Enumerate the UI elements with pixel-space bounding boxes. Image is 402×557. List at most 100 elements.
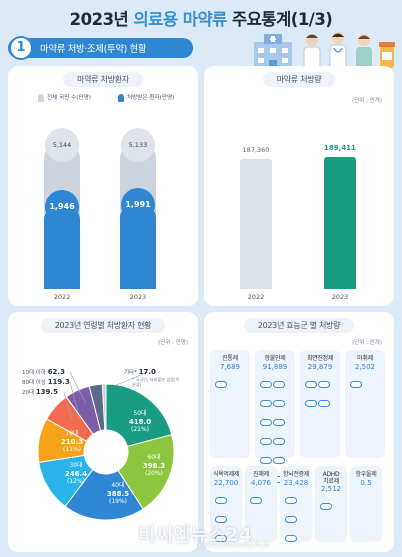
efficacy-card-value: 29,879 <box>307 363 333 371</box>
bar-volume-2022 <box>240 159 272 289</box>
pill-icon <box>260 400 272 407</box>
pill-icon-group <box>215 374 247 393</box>
x-label-2022: 2022 <box>247 293 265 301</box>
value-label-2022: 187,360 <box>242 146 270 154</box>
bubble-patients-2023: 1,991 <box>121 188 155 222</box>
pill-icon <box>260 381 272 388</box>
label-10s: 10대 이하 62.3 <box>22 368 65 376</box>
slice-label-40s: 40대 388.5 (19%) <box>106 482 130 505</box>
pill-icon <box>215 535 227 542</box>
pill-icon <box>273 457 285 464</box>
x-label-2023: 2023 <box>129 293 147 301</box>
pie-center-hole <box>84 430 128 474</box>
age-panel: 2023년 연령별 처방환자 현황 (단위 : 만명) 10대 이하 62.3 … <box>8 312 198 552</box>
efficacy-unit: (단위 : 만개) <box>352 340 382 346</box>
label-other: 기타* 17.0 <box>124 368 156 376</box>
title-prefix: 2023년 <box>69 10 134 29</box>
efficacy-panel: 2023년 효능군 별 처방량 (단위 : 만개) 진통제 7,689 항불안제 91… <box>204 312 394 552</box>
efficacy-card-name: 마취제 <box>357 355 373 362</box>
slice-label-60s: 60대 398.3 (20%) <box>142 454 166 477</box>
pill-icon <box>260 457 272 464</box>
pill-icon <box>273 400 285 407</box>
pill-icon <box>273 419 285 426</box>
doctor-icon <box>329 32 347 71</box>
x-label-2022: 2022 <box>53 293 71 301</box>
section-number-badge: 1 <box>9 36 33 60</box>
person-icon-gray <box>38 93 44 102</box>
efficacy-card-value: 0.5 <box>360 479 372 487</box>
volume-panel: 마약류 처방량 (단위 : 만개) 187,360 2022 189,411 2… <box>204 66 394 306</box>
label-80plus: 80대 이상 119.3 <box>22 378 70 386</box>
nurse-icon <box>356 34 372 70</box>
pill-icon-group <box>285 490 309 547</box>
bubble-total-2023: 5,133 <box>121 128 155 162</box>
bar-volume-2023 <box>324 157 356 289</box>
efficacy-card-value: 4,076 <box>250 479 272 487</box>
section-title: 마약류 처방·조제(투약) 현황 <box>40 44 147 55</box>
efficacy-card-value: 7,689 <box>219 363 241 371</box>
efficacy-card: 마취제 2,502 <box>345 350 385 458</box>
pill-icon <box>350 381 362 388</box>
leader-line-1 <box>69 381 79 413</box>
efficacy-card-name: 진해제 <box>253 471 269 478</box>
age-unit: (단위 : 만명) <box>158 340 188 346</box>
value-label-2023: 189,411 <box>324 144 356 152</box>
pill-icon <box>318 400 330 407</box>
medical-staff-illustration <box>254 32 395 71</box>
patients-panel: 마약류 처방환자 전체 국민 수(만명) 처방받은 환자(만명) 5,144 1… <box>8 66 198 306</box>
pill-icon <box>320 503 332 510</box>
efficacy-card: 항불안제 91,889 <box>255 350 295 483</box>
x-label-2023: 2023 <box>331 293 349 301</box>
pill-icon-group <box>250 490 274 509</box>
volume-panel-title: 마약류 처방량 <box>204 72 394 87</box>
pill-icon <box>215 516 227 523</box>
pill-icon-group <box>305 374 337 412</box>
pill-icon <box>260 419 272 426</box>
pharmacist-icon <box>303 34 321 71</box>
efficacy-panel-title: 2023년 효능군 별 처방량 <box>204 318 394 333</box>
legend-item-total: 전체 국민 수(만명) <box>38 93 91 102</box>
age-panel-title: 2023년 연령별 처방환자 현황 <box>8 318 198 333</box>
bubble-total-2022: 5,144 <box>45 128 79 162</box>
age-pie-chart <box>37 371 175 521</box>
efficacy-card-name: ADHD 치료제 <box>322 471 340 485</box>
leader-line-0 <box>69 371 87 405</box>
efficacy-card-value: 23,428 <box>283 479 309 487</box>
patients-panel-title: 마약류 처방환자 <box>8 72 198 87</box>
person-icon-blue <box>118 93 124 102</box>
other-footnote: * 국국인, 대외불분 없음(미분류) <box>132 377 180 387</box>
slice-label-70s: 70대 210.3 (11%) <box>60 430 84 453</box>
efficacy-card: 진해제 4,076 <box>245 466 277 542</box>
watermark-url: www.bcnews24.kr <box>198 540 271 549</box>
efficacy-card-name: 항우울제 <box>355 471 377 478</box>
efficacy-card-name: 항불안제 <box>264 355 286 362</box>
section-header-bar <box>8 38 193 58</box>
pill-icon <box>285 535 297 542</box>
pill-icon <box>215 497 227 504</box>
efficacy-card-name: 진통제 <box>222 355 238 362</box>
efficacy-card-name: 최면진정제 <box>306 355 334 362</box>
slice-label-50s: 50대 418.0 (21%) <box>128 410 152 433</box>
efficacy-card-value: 91,889 <box>262 363 288 371</box>
title-highlight: 의료용 마약류 <box>133 10 227 29</box>
hospital-icon <box>254 34 292 70</box>
pill-icon-group <box>320 496 344 515</box>
legend-item-patients: 처방받은 환자(만명) <box>118 93 174 102</box>
efficacy-card: 식욕억제제 22,700 <box>210 466 242 542</box>
pill-bottle-icon <box>379 42 395 68</box>
pill-icon <box>285 497 297 504</box>
pill-icon-group <box>350 374 382 393</box>
title-suffix: 주요통계(1/3) <box>226 10 333 29</box>
pill-icon <box>260 438 272 445</box>
pill-icon <box>318 381 330 388</box>
efficacy-card-value: 2,502 <box>354 363 376 371</box>
efficacy-card-name: 식욕억제제 <box>212 471 240 478</box>
page-title: 2023년 의료용 마약류 주요통계(1/3) <box>0 6 402 30</box>
pill-icon <box>250 497 262 504</box>
label-20s: 20대 139.5 <box>22 388 58 396</box>
pill-icon-group <box>215 490 239 547</box>
pill-icon <box>215 381 227 388</box>
efficacy-card-name: 항뇌전증제 <box>282 471 310 478</box>
pill-icon <box>285 516 297 523</box>
bubble-patients-2022: 1,946 <box>45 190 79 224</box>
